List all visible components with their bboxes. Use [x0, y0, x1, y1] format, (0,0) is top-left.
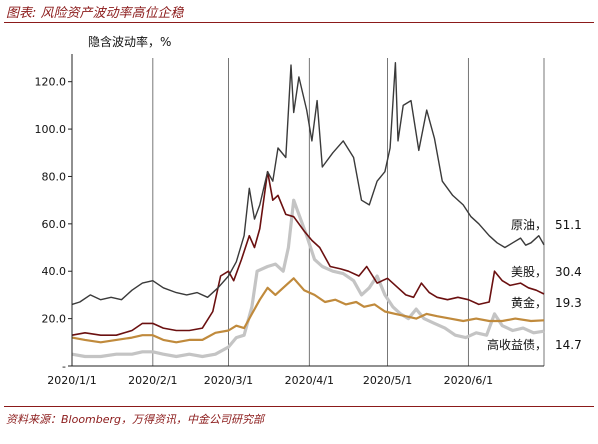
- axes: 2020/1/1 2020/2/1 2020/3/1 2020/4/1 2020/5/1…: [35, 54, 544, 387]
- y-tick-label: 40.0: [42, 265, 67, 278]
- series-name-label: 原油，: [511, 218, 547, 232]
- bottom-rule: [4, 406, 594, 407]
- top-rule: [4, 22, 594, 23]
- series-end-value: 19.3: [555, 296, 582, 310]
- series-line-2: [71, 170, 545, 336]
- series-line-1: [71, 62, 545, 306]
- series-line-3: [71, 277, 545, 344]
- y-tick-label: 60.0: [42, 218, 67, 231]
- y-axis-label: 隐含波动率，%: [88, 34, 171, 49]
- y-tick-label: 120.0: [35, 76, 67, 89]
- series-end-value: 51.1: [555, 218, 582, 232]
- source-note: 资料来源：Bloomberg，万得资讯，中金公司研究部: [6, 413, 265, 426]
- series-name-label: 美股，: [511, 265, 547, 279]
- y-tick-label: 100.0: [35, 123, 67, 136]
- series-name-label: 黄金，: [511, 295, 547, 310]
- series-line-4: [71, 198, 545, 359]
- series-end-value: 30.4: [555, 265, 582, 279]
- x-tick-label: 2020/6/1: [444, 374, 493, 387]
- x-tick-label: 2020/1/1: [47, 374, 96, 387]
- x-tick-label: 2020/3/1: [204, 374, 253, 387]
- x-tick-label: 2020/5/1: [363, 374, 412, 387]
- y-tick-label: -: [62, 360, 66, 373]
- x-tick-label: 2020/2/1: [128, 374, 177, 387]
- y-tick-label: 20.0: [42, 313, 67, 326]
- series-name-label: 高收益债，: [487, 337, 547, 352]
- series-end-value: 14.7: [555, 338, 582, 352]
- y-tick-label: 80.0: [42, 170, 67, 183]
- x-tick-label: 2020/4/1: [285, 374, 334, 387]
- end-labels: 原油， 51.1 美股， 30.4 黄金， 19.3 高收益债， 14.7: [487, 218, 582, 352]
- series-lines: [71, 62, 545, 359]
- figure-title: 图表: 风险资产波动率高位企稳: [6, 6, 184, 21]
